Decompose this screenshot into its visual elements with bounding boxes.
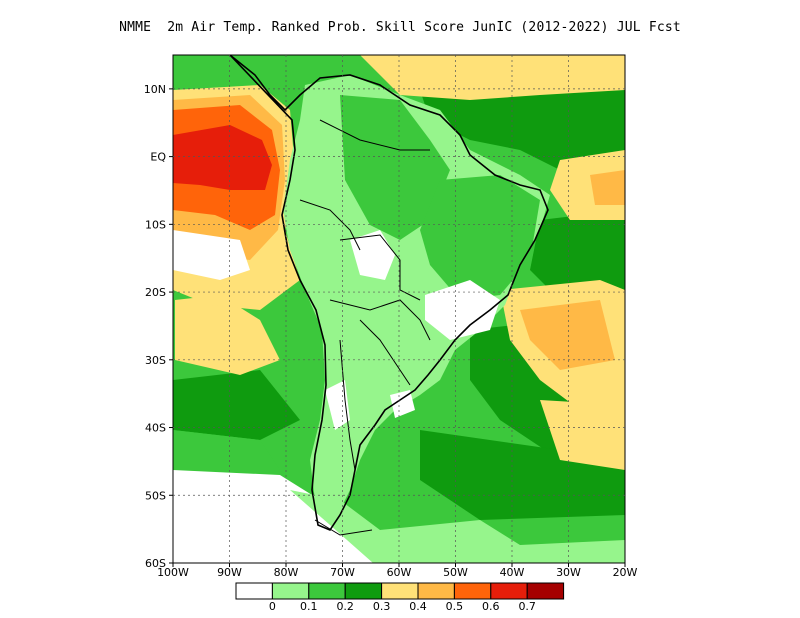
colorbar-label: 0.2 <box>336 600 354 613</box>
lon-label: 100W <box>157 566 189 579</box>
lat-label: 60S <box>145 557 166 570</box>
colorbar-label: 0 <box>269 600 276 613</box>
lon-label: 70W <box>330 566 355 579</box>
lat-label: EQ <box>150 151 166 164</box>
lat-label: 20S <box>145 286 166 299</box>
gridlines <box>173 55 625 563</box>
lat-label: 10N <box>144 83 166 96</box>
colorbar-label: 0.1 <box>300 600 318 613</box>
longitude-labels: 100W 90W 80W 70W 60W 50W 40W 30W 20W <box>157 566 637 579</box>
colorbar-swatch <box>308 582 346 600</box>
colorbar-label: 0.5 <box>446 600 464 613</box>
colorbar <box>235 582 565 600</box>
colorbar-label: 0.4 <box>409 600 427 613</box>
lat-label: 50S <box>145 489 166 502</box>
colorbar-label: 0.7 <box>518 600 536 613</box>
colorbar-swatch <box>235 582 273 600</box>
lon-label: 20W <box>613 566 638 579</box>
coastlines <box>229 54 549 531</box>
axis-ticks <box>169 88 626 567</box>
colorbar-swatch <box>344 582 383 600</box>
lat-label: 40S <box>145 422 166 435</box>
colorbar-label: 0.3 <box>373 600 391 613</box>
lat-label: 30S <box>145 354 166 367</box>
colorbar-swatch <box>381 582 419 600</box>
lon-label: 60W <box>387 566 412 579</box>
colorbar-swatch <box>526 582 565 600</box>
chart-title: NMME 2m Air Temp. Ranked Prob. Skill Sco… <box>119 20 681 35</box>
country-borders <box>299 119 431 536</box>
lon-label: 80W <box>274 566 299 579</box>
colorbar-label: 0.6 <box>482 600 500 613</box>
lon-label: 90W <box>217 566 242 579</box>
colorbar-swatch <box>490 582 528 600</box>
latitude-labels: 10N EQ 10S 20S 30S 40S 50S 60S <box>144 83 167 570</box>
lon-label: 40W <box>500 566 525 579</box>
colorbar-swatch <box>453 582 492 600</box>
lat-label: 10S <box>145 218 166 231</box>
colorbar-labels: 0 0.1 0.2 0.3 0.4 0.5 0.6 0.7 <box>269 600 536 613</box>
map-fill <box>173 55 625 563</box>
colorbar-swatch <box>417 582 455 600</box>
lon-label: 30W <box>556 566 581 579</box>
colorbar-swatch <box>271 582 310 600</box>
lon-label: 50W <box>443 566 468 579</box>
